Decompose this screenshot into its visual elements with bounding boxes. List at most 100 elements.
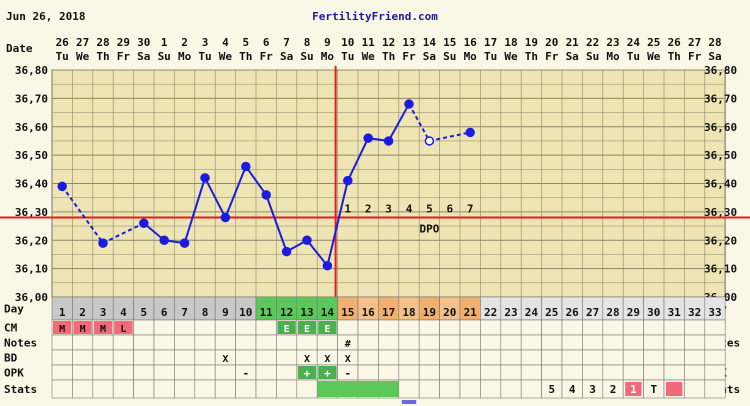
cm-value: E (324, 324, 330, 335)
cell (112, 334, 134, 351)
cycle-day-number: 13 (300, 306, 313, 319)
cycle-day-number: 26 (566, 306, 580, 319)
weekday-label: Fr (688, 50, 702, 63)
cell (153, 319, 175, 336)
cell (398, 364, 420, 381)
cm-cell (53, 321, 72, 334)
date-label: 6 (263, 36, 270, 49)
temp-segment (244, 165, 268, 196)
temp-point (139, 218, 149, 228)
weekday-label: We (219, 50, 233, 63)
temp-segment (61, 185, 104, 244)
weekday-label: Fr (117, 50, 131, 63)
cell (276, 379, 298, 399)
date-label: 27 (688, 36, 701, 49)
cell (500, 379, 522, 399)
temp-segment (387, 103, 410, 142)
opk-value: + (304, 367, 311, 380)
weekday-label: Th (239, 50, 252, 63)
cell (541, 364, 563, 381)
cell (520, 364, 542, 381)
y-tick-left: 36,50 (15, 149, 48, 162)
cell (255, 379, 277, 399)
cell (316, 334, 338, 351)
weekday-label: Fr (402, 50, 416, 63)
today-marker (401, 400, 417, 404)
cell (357, 364, 379, 381)
cell (378, 334, 400, 351)
cell (214, 334, 236, 351)
cell (622, 334, 644, 351)
date-label: 3 (202, 36, 209, 49)
cell (480, 319, 502, 336)
cell (72, 379, 94, 399)
cycle-day-number: 21 (464, 306, 478, 319)
date-label: 2 (181, 36, 188, 49)
weekday-label: Th (525, 50, 538, 63)
cycle-day-number: 20 (443, 306, 456, 319)
stats-value: 5 (548, 383, 555, 396)
stats-cell (625, 382, 642, 396)
cell (520, 379, 542, 399)
cell (174, 379, 196, 399)
cell (153, 364, 175, 381)
dpo-number: 5 (426, 203, 433, 216)
cm-cell (277, 321, 296, 334)
date-label: 15 (443, 36, 456, 49)
date-label: 26 (668, 36, 682, 49)
cell (602, 364, 624, 381)
temp-point (424, 136, 435, 146)
cycle-day-number: 16 (362, 306, 376, 319)
cell (194, 319, 216, 336)
cell (398, 334, 420, 351)
cell (684, 379, 706, 399)
cell (398, 319, 420, 336)
dpo-label: DPO (419, 223, 439, 236)
cm-row-label: CM (4, 322, 18, 335)
date-label: 8 (304, 36, 311, 49)
cell (541, 334, 563, 351)
temp-point (383, 136, 394, 146)
y-tick-right: 36,60 (704, 121, 737, 134)
dpo-number: 6 (446, 203, 453, 216)
date-label: 19 (525, 36, 538, 49)
stats-value: T (650, 383, 657, 396)
cell (378, 319, 400, 336)
cell (194, 334, 216, 351)
cell (398, 379, 420, 399)
cycle-day-number: 33 (708, 306, 721, 319)
cell (643, 349, 665, 366)
date-label: 22 (586, 36, 599, 49)
date-label: 20 (545, 36, 558, 49)
date-label: 4 (222, 36, 229, 49)
weekday-label: Su (586, 50, 599, 63)
date-label: 28 (96, 36, 109, 49)
cell (582, 334, 604, 351)
cell (133, 379, 155, 399)
stats-value: 2 (610, 383, 617, 396)
cycle-day-number: 29 (627, 306, 640, 319)
weekday-label: Sa (280, 50, 293, 63)
cycle-day-number: 25 (545, 306, 558, 319)
weekday-label: Sa (423, 50, 436, 63)
weekday-label: Tu (198, 50, 211, 63)
cell (174, 364, 196, 381)
stats-value: 3 (589, 383, 596, 396)
cycle-day-number: 18 (402, 306, 415, 319)
y-tick-left: 36,20 (15, 234, 48, 247)
temp-point (465, 127, 475, 138)
weekday-label: We (362, 50, 376, 63)
cell (602, 334, 624, 351)
dpo-number: 1 (344, 203, 351, 216)
cell (520, 334, 542, 351)
date-label: 26 (56, 36, 70, 49)
cell (72, 349, 94, 366)
weekday-label: Th (668, 50, 681, 63)
cell (704, 334, 726, 351)
temp-point (179, 238, 190, 248)
cell (51, 334, 73, 351)
cm-cell (73, 321, 92, 334)
stats-bar (317, 381, 399, 397)
opk-row-label: OPK (4, 367, 24, 380)
